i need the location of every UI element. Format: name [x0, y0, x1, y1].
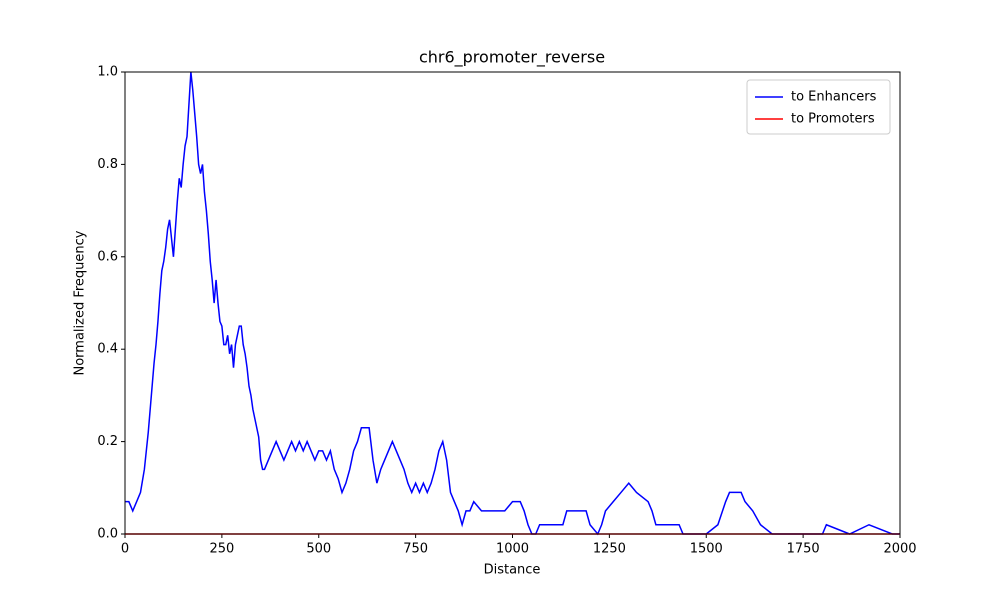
x-axis-label: Distance — [484, 563, 541, 578]
x-tick-label: 1000 — [496, 542, 529, 557]
x-tick-label: 1250 — [593, 542, 626, 557]
y-tick-label: 0.0 — [97, 527, 118, 542]
legend-box — [746, 79, 891, 135]
plot-frame — [124, 71, 901, 535]
x-tick-label: 0 — [121, 542, 129, 557]
y-tick-label: 0.6 — [97, 249, 118, 264]
legend-label: to Promoters — [791, 112, 875, 127]
x-tick-label: 250 — [209, 542, 234, 557]
x-tick-label: 2000 — [883, 542, 916, 557]
x-tick-label: 1750 — [787, 542, 820, 557]
y-tick-label: 0.2 — [97, 434, 118, 449]
x-tick-label: 500 — [306, 542, 331, 557]
y-axis-label: Normalized Frequency — [73, 230, 88, 375]
x-tick-label: 750 — [403, 542, 428, 557]
y-tick-label: 0.4 — [97, 342, 118, 357]
y-tick-label: 0.8 — [97, 157, 118, 172]
y-tick-label: 1.0 — [97, 65, 118, 80]
chart-title: chr6_promoter_reverse — [419, 48, 605, 68]
series-line — [125, 71, 900, 536]
x-tick-label: 1500 — [690, 542, 723, 557]
legend-label: to Enhancers — [791, 90, 877, 105]
